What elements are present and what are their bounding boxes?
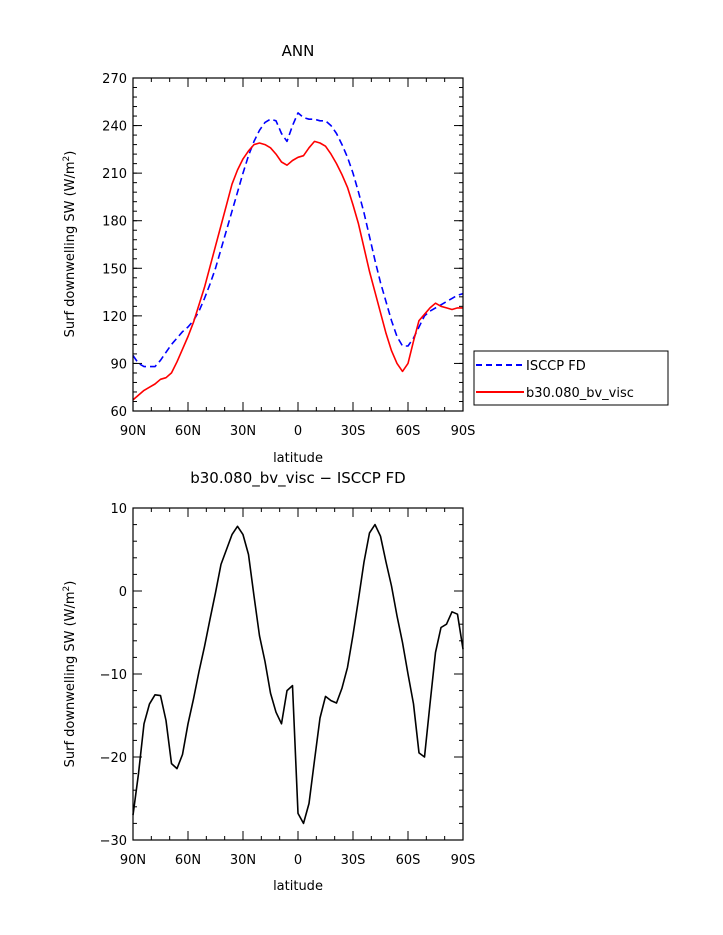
panel2-minor-ticks bbox=[132, 507, 464, 841]
x-tick-label: 90N bbox=[120, 424, 146, 439]
y-tick-label: −20 bbox=[100, 751, 127, 766]
panel1-series-lines bbox=[132, 112, 464, 401]
legend-label-b30-080-bv-visc: b30.080_bv_visc bbox=[526, 386, 634, 401]
y-tick-label: 180 bbox=[102, 215, 127, 230]
panel1-axis-ticks: 90N 60N 30N 0 30S 60S 90S 60 90 120 150 180 210 240 27… bbox=[102, 72, 475, 439]
y-tick-label: 90 bbox=[110, 357, 127, 372]
legend-box bbox=[473, 350, 669, 406]
chart-legend: ISCCP FD b30.080_bv_visc bbox=[473, 350, 669, 406]
x-tick-label: 60S bbox=[396, 853, 421, 868]
series-line-1-2 bbox=[132, 140, 463, 401]
x-tick-label: 90S bbox=[451, 424, 476, 439]
x-tick-label: 90N bbox=[120, 853, 146, 868]
panel2-axis-ticks: 90N 60N 30N 0 30S 60S 90S −30 −20 −10 0 10 bbox=[100, 502, 476, 868]
panel1-title: ANN bbox=[282, 42, 315, 60]
y-tick-label: 150 bbox=[102, 262, 127, 277]
series-line-2-1 bbox=[132, 523, 464, 825]
y-tick-label: 270 bbox=[102, 72, 127, 87]
y-tick-label: −10 bbox=[100, 668, 127, 683]
y-tick-label: 0 bbox=[119, 585, 127, 600]
series-line-1-1 bbox=[132, 112, 464, 368]
x-tick-label: 30S bbox=[341, 853, 366, 868]
panel2-y-axis-label: Surf downwelling SW (W/m2) bbox=[62, 581, 78, 768]
panel2-series-lines bbox=[132, 523, 464, 825]
x-tick-label: 0 bbox=[294, 853, 302, 868]
y-tick-label: 210 bbox=[102, 167, 127, 182]
panel1-plot-frame bbox=[132, 77, 464, 412]
x-tick-label: 90S bbox=[451, 853, 476, 868]
panel1-y-axis-label: Surf downwelling SW (W/m2) bbox=[62, 151, 78, 338]
x-tick-label: 30N bbox=[230, 853, 256, 868]
y-tick-label: 60 bbox=[110, 405, 127, 420]
x-tick-label: 60S bbox=[396, 424, 421, 439]
x-tick-label: 60N bbox=[175, 853, 201, 868]
panel2-x-axis-label: latitude bbox=[273, 879, 323, 894]
y-tick-label: 120 bbox=[102, 310, 127, 325]
panel1-x-axis-label: latitude bbox=[273, 451, 323, 466]
legend-label-isccp-fd: ISCCP FD bbox=[526, 359, 586, 374]
x-tick-label: 60N bbox=[175, 424, 201, 439]
x-tick-label: 30N bbox=[230, 424, 256, 439]
panel1-minor-ticks bbox=[132, 77, 464, 412]
panel2-title: b30.080_bv_visc − ISCCP FD bbox=[190, 469, 406, 488]
y-tick-label: 240 bbox=[102, 120, 127, 135]
x-tick-label: 30S bbox=[341, 424, 366, 439]
panel2-plot-frame bbox=[132, 507, 464, 841]
y-tick-label: −30 bbox=[100, 834, 127, 849]
y-tick-label: 10 bbox=[110, 502, 127, 517]
x-tick-label: 0 bbox=[294, 424, 302, 439]
